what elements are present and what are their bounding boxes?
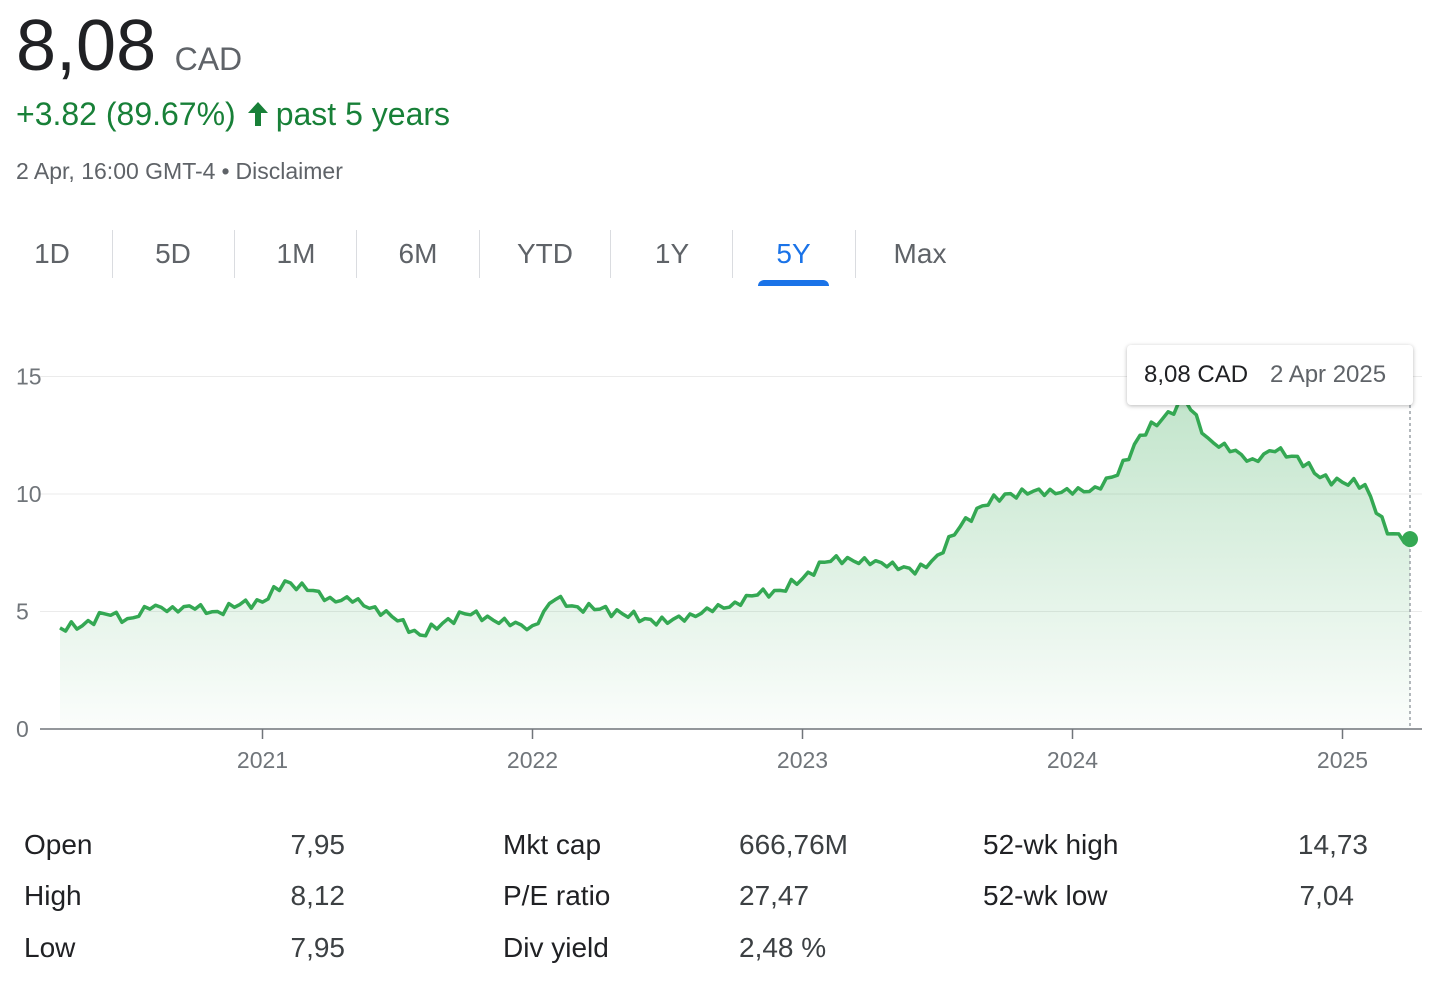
stat-pe-value: 27,47 xyxy=(739,880,810,911)
tab-1m[interactable]: 1M xyxy=(276,238,316,269)
stat-52wk-low-label: 52-wk low xyxy=(983,880,1108,911)
stat-divyield-value: 2,48 % xyxy=(739,932,827,963)
price-change-row: +3.82 (89.67%) past 5 years xyxy=(16,94,450,134)
quote-meta: 2 Apr, 16:00 GMT-4 • Disclaimer xyxy=(16,155,343,187)
tab-1y[interactable]: 1Y xyxy=(654,238,690,269)
stat-divyield-label: Div yield xyxy=(503,932,609,963)
x-tick-label: 2022 xyxy=(507,747,558,773)
stat-52wk-high-label: 52-wk high xyxy=(983,829,1119,860)
arrow-up-icon xyxy=(247,102,268,126)
tab-5y[interactable]: 5Y xyxy=(758,228,829,286)
y-tick-label: 10 xyxy=(16,481,42,507)
currency-label: CAD xyxy=(174,41,243,77)
tab-divider xyxy=(610,230,611,278)
stat-low-label: Low xyxy=(24,932,76,963)
tab-6m[interactable]: 6M xyxy=(398,238,438,269)
tab-1d[interactable]: 1D xyxy=(34,238,70,269)
active-tab-indicator xyxy=(758,280,829,286)
stat-52wk-low-value: 7,04 xyxy=(1299,880,1355,911)
tab-divider xyxy=(112,230,113,278)
x-tick-label: 2024 xyxy=(1047,747,1098,773)
stat-high-value: 8,12 xyxy=(290,880,346,911)
last-price-point xyxy=(1402,531,1418,548)
chart-tooltip: 8,08 CAD 2 Apr 2025 xyxy=(1127,345,1413,405)
tab-ytd[interactable]: YTD xyxy=(517,238,573,269)
price-area-fill xyxy=(60,400,1410,729)
stat-open-label: Open xyxy=(24,829,93,860)
tooltip-date: 2 Apr 2025 xyxy=(1270,361,1387,388)
x-tick-label: 2025 xyxy=(1317,747,1368,773)
stat-mktcap-label: Mkt cap xyxy=(503,829,602,860)
stat-open-value: 7,95 xyxy=(290,829,346,860)
stat-52wk-high-value: 14,73 xyxy=(1297,829,1368,860)
price-change: +3.82 (89.67%) xyxy=(16,96,236,132)
stat-high-label: High xyxy=(24,880,82,911)
price-header: 8,08 CAD xyxy=(16,6,242,86)
disclaimer-link[interactable]: Disclaimer xyxy=(235,158,343,184)
stat-low-value: 7,95 xyxy=(290,932,346,963)
current-price: 8,08 xyxy=(16,6,157,86)
tab-divider xyxy=(732,230,733,278)
y-tick-label: 0 xyxy=(16,716,29,742)
tab-divider xyxy=(855,230,856,278)
y-tick-label: 15 xyxy=(16,364,42,390)
y-tick-label: 5 xyxy=(16,599,29,625)
tab-max[interactable]: Max xyxy=(893,238,947,269)
tab-divider xyxy=(479,230,480,278)
stat-pe-label: P/E ratio xyxy=(503,880,611,911)
stat-mktcap-value: 666,76M xyxy=(739,829,848,860)
tab-divider xyxy=(234,230,235,278)
meta-separator: • xyxy=(221,158,230,184)
range-tabs: 1D 5D 1M 6M YTD 1Y 5Y Max xyxy=(0,228,990,286)
tab-divider xyxy=(356,230,357,278)
quote-timestamp: 2 Apr, 16:00 GMT-4 xyxy=(16,158,216,184)
x-tick-label: 2021 xyxy=(237,747,288,773)
tooltip-value: 8,08 CAD xyxy=(1144,361,1249,388)
x-tick-label: 2023 xyxy=(777,747,828,773)
change-period: past 5 years xyxy=(275,96,451,132)
tab-5d[interactable]: 5D xyxy=(155,238,191,269)
